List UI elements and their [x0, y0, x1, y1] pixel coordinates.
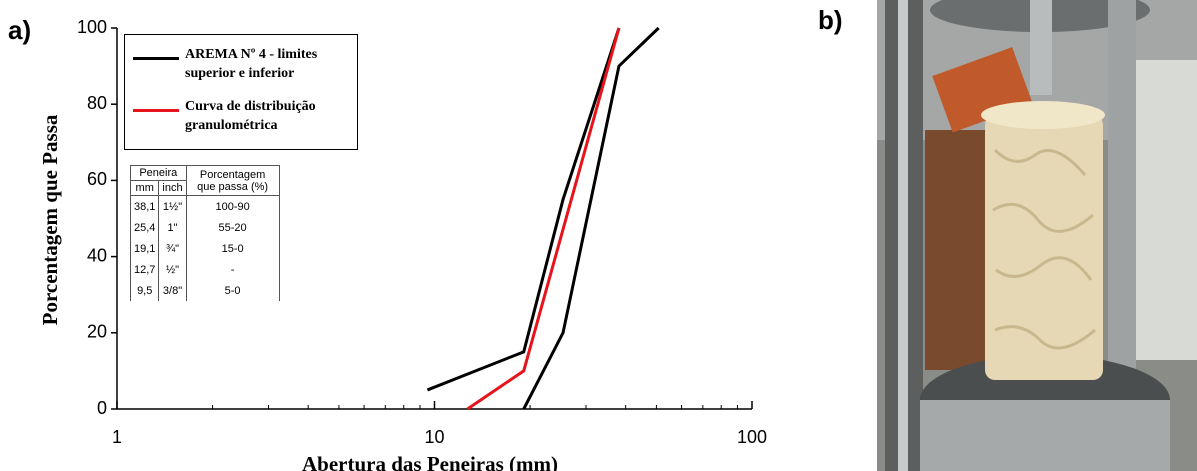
y-tick-label: 40 [87, 245, 107, 265]
photo-base-plate [920, 400, 1170, 471]
table-cell: 19,1 [129, 238, 160, 259]
table-cell: 25,4 [129, 217, 160, 238]
panel-label: a) [8, 15, 31, 45]
legend-item: Curva de distribuição granulométrica [133, 95, 355, 141]
table-cell: 12,7 [129, 259, 160, 280]
legend-swatch [133, 57, 179, 60]
table-cell: 55-20 [185, 217, 280, 238]
legend-label: Curva de distribuição granulométrica [185, 99, 316, 133]
photo: b) [818, 0, 1197, 471]
table-row: 25,4 1" 55-20 [129, 217, 280, 238]
legend-swatch [133, 109, 179, 112]
photo-specimen [985, 115, 1103, 380]
x-tick-label: 10 [424, 427, 444, 447]
x-tick-label: 1 [112, 427, 122, 447]
legend-item: AREMA Nº 4 - limites superior e inferior [133, 43, 355, 89]
table-cell: 3/8" [158, 280, 187, 301]
table-subheader: mm [129, 180, 160, 196]
table-row: 12,7 ½" - [129, 259, 280, 280]
x-tick-label: 100 [737, 427, 767, 447]
photo-rod-shine [898, 0, 908, 471]
table-cell: 38,1 [129, 195, 160, 217]
table-header: Porcentagem que passa (%) [185, 165, 280, 196]
y-tick-label: 80 [87, 93, 107, 113]
legend-label: AREMA Nº 4 - limites superior e inferior [185, 47, 318, 81]
series-line [426, 27, 621, 392]
table-row: 19,1 ¾" 15-0 [129, 238, 280, 259]
y-tick-label: 0 [97, 398, 107, 418]
table-cell: ¾" [158, 238, 187, 259]
photo-piston [1030, 0, 1052, 95]
table-cell: - [185, 259, 280, 280]
sieve-table: Peneira Porcentagem que passa (%) mm inch … [129, 165, 280, 301]
photo-texture [992, 148, 1096, 350]
table-cell: 1" [158, 217, 187, 238]
y-axis-label: Porcentagem que Passa [38, 114, 62, 325]
y-tick-label: 20 [87, 322, 107, 342]
legend: AREMA Nº 4 - limites superior e inferior… [124, 34, 358, 150]
table-row: 9,5 3/8" 5-0 [129, 280, 280, 301]
series-line [522, 26, 660, 410]
series-line [466, 27, 621, 411]
table-cell: 5-0 [185, 280, 280, 301]
table-cell: ½" [158, 259, 187, 280]
y-tick-label: 60 [87, 169, 107, 189]
table-cell: 9,5 [129, 280, 160, 301]
table-cell: 1½" [158, 195, 187, 217]
table-row: 38,1 1½" 100-90 [129, 195, 280, 217]
table-header: Peneira [130, 165, 187, 181]
table-cell: 15-0 [185, 238, 280, 259]
photo-specimen-top [981, 101, 1105, 129]
photo-label: b) [818, 5, 843, 35]
y-tick-label: 100 [77, 17, 107, 37]
table-subheader: inch [158, 180, 187, 196]
x-axis-label: Abertura das Peneiras (mm) [302, 452, 558, 471]
table-cell: 100-90 [185, 195, 280, 217]
